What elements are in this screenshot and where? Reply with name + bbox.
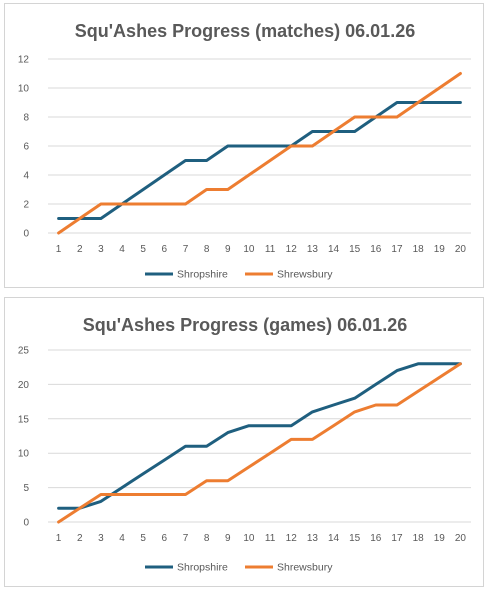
games-chart-panel: Squ'Ashes Progress (games) 06.01.26 0 5 10 1… [4,297,484,587]
x-tick-label: 3 [98,244,104,255]
y-tick-label: 0 [23,229,29,240]
x-tick-label: 17 [391,244,403,255]
y-tick-label: 15 [18,414,30,425]
x-tick-label: 8 [204,244,210,255]
y-tick-label: 10 [18,84,30,95]
legend-label-shropshire: Shropshire [177,269,228,281]
chart-title: Squ'Ashes Progress (matches) 06.01.26 [75,21,415,41]
x-tick-label: 4 [119,244,125,255]
matches-chart-panel: Squ'Ashes Progress (matches) 06.01.26 0 2 4… [4,3,484,288]
y-tick-label: 20 [18,380,30,391]
x-tick-label: 5 [140,533,146,544]
y-tick-label: 0 [23,518,29,529]
x-tick-label: 16 [370,244,382,255]
y-tick-label: 25 [18,346,30,357]
x-tick-label: 8 [204,533,210,544]
y-tick-label: 8 [23,113,29,124]
matches-line-chart: Squ'Ashes Progress (matches) 06.01.26 0 2 4… [18,21,471,281]
series-line-shropshire [57,101,462,220]
x-tick-label: 9 [225,533,231,544]
series-line-shrewsbury [57,362,462,524]
x-tick-label: 1 [56,533,62,544]
x-tick-label: 5 [140,244,146,255]
x-tick-label: 15 [349,533,361,544]
x-tick-label: 12 [286,244,298,255]
x-tick-label: 14 [328,244,340,255]
x-tick-label: 20 [455,244,467,255]
x-tick-label: 2 [77,533,83,544]
x-tick-label: 18 [413,244,425,255]
x-tick-label: 6 [162,533,168,544]
legend-label-shropshire: Shropshire [177,562,228,574]
x-tick-label: 11 [265,533,276,544]
chart-title: Squ'Ashes Progress (games) 06.01.26 [83,315,407,335]
x-tick-label: 14 [328,533,340,544]
y-tick-label: 2 [23,200,29,211]
x-tick-label: 7 [183,533,189,544]
x-tick-label: 19 [434,533,446,544]
x-tick-label: 13 [307,244,319,255]
x-tick-label: 16 [370,533,382,544]
x-tick-label: 2 [77,244,83,255]
x-tick-label: 20 [455,533,467,544]
legend-label-shrewsbury: Shrewsbury [277,562,333,574]
y-tick-label: 5 [23,483,29,494]
series-line-shrewsbury [57,72,462,235]
x-tick-label: 17 [391,533,403,544]
x-tick-label: 4 [119,533,125,544]
x-tick-label: 13 [307,533,319,544]
x-tick-label: 3 [98,533,104,544]
x-tick-label: 6 [162,244,168,255]
x-tick-label: 15 [349,244,361,255]
series-line-shropshire [57,362,462,510]
x-tick-label: 10 [243,244,255,255]
legend-label-shrewsbury: Shrewsbury [277,269,333,281]
y-tick-label: 12 [18,55,30,66]
y-tick-label: 6 [23,142,29,153]
x-tick-label: 19 [434,244,446,255]
x-tick-label: 12 [286,533,298,544]
x-tick-label: 18 [413,533,425,544]
y-tick-label: 4 [23,171,29,182]
x-tick-label: 1 [56,244,62,255]
games-line-chart: Squ'Ashes Progress (games) 06.01.26 0 5 10 1… [18,315,471,574]
x-tick-label: 10 [243,533,255,544]
x-tick-label: 9 [225,244,231,255]
x-tick-label: 7 [183,244,189,255]
y-tick-label: 10 [18,449,30,460]
x-tick-label: 11 [265,244,276,255]
